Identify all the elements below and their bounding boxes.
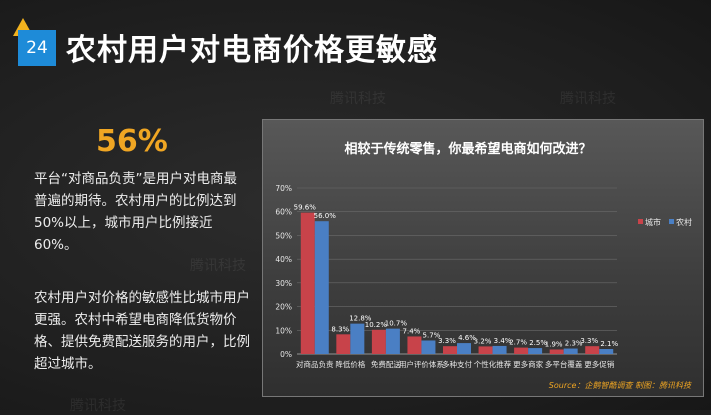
- bar-city: [336, 334, 351, 354]
- x-tick-label: 免费配送: [371, 359, 401, 369]
- bar-rural: [563, 348, 578, 354]
- data-label: 10.7%: [385, 320, 408, 328]
- data-label: 56.0%: [314, 212, 337, 220]
- bar-city: [478, 346, 493, 354]
- legend-label: 城市: [645, 217, 661, 227]
- y-tick-label: 10%: [275, 326, 292, 335]
- data-label: 12.8%: [349, 315, 372, 323]
- y-tick-label: 0%: [280, 350, 292, 359]
- bar-rural: [599, 349, 614, 354]
- bar-rural: [385, 328, 400, 354]
- bar-city: [443, 346, 457, 354]
- legend-label: 农村: [676, 217, 692, 227]
- data-label: 7.4%: [403, 327, 421, 335]
- y-tick-label: 50%: [275, 231, 292, 240]
- x-tick-label: 更多促销: [584, 359, 614, 369]
- x-tick-label: 用户评价体系: [399, 359, 444, 369]
- watermark: 腾讯科技: [70, 398, 126, 414]
- bar-rural: [421, 340, 436, 354]
- data-label: 3.3%: [580, 337, 598, 345]
- bar-chart: 相较于传统零售，你最希望电商如何改进？ 0% 10% 20% 30% 40% 50% 60% 7…: [275, 141, 692, 390]
- data-label: 3.3%: [438, 337, 456, 345]
- x-tick-label: 多平台覆盖: [545, 359, 583, 369]
- data-label: 3.2%: [474, 337, 492, 345]
- data-label: 59.6%: [294, 204, 317, 212]
- y-tick-label: 20%: [275, 303, 292, 312]
- data-label: 8.3%: [331, 325, 349, 333]
- watermark: 腾讯科技: [190, 258, 246, 274]
- watermark: 腾讯科技: [330, 91, 386, 107]
- bar-rural: [314, 221, 329, 354]
- bar-city: [300, 212, 315, 354]
- y-tick-label: 40%: [275, 255, 292, 264]
- y-tick-label: 30%: [275, 279, 292, 288]
- legend-swatch: [638, 219, 643, 224]
- bar-rural: [457, 343, 471, 354]
- y-tick-label: 70%: [275, 184, 292, 193]
- watermark: 腾讯科技: [560, 91, 616, 107]
- legend-swatch: [669, 219, 674, 224]
- bar-rural: [350, 323, 365, 354]
- highlight-percentage: 56%: [96, 124, 168, 159]
- data-label: 3.4%: [494, 337, 512, 345]
- chart-title: 相较于传统零售，你最希望电商如何改进？: [344, 141, 591, 157]
- data-label: 10.2%: [365, 321, 388, 329]
- data-label: 2.1%: [600, 340, 618, 348]
- x-tick-label: 更多商家: [513, 359, 543, 369]
- y-tick-label: 60%: [275, 208, 292, 217]
- chart-panel: 相较于传统零售，你最希望电商如何改进？ 0% 10% 20% 30% 40% 50% 60% 7…: [262, 119, 704, 397]
- data-label: 2.7%: [509, 339, 527, 347]
- slide-title: 农村用户对电商价格更敏感: [66, 33, 438, 68]
- bar-city: [585, 346, 600, 354]
- bar-rural: [528, 348, 543, 354]
- bar-city: [371, 329, 386, 354]
- bar-city: [549, 349, 564, 354]
- paragraph-price-sensitivity: 农村用户对价格的敏感性比城市用户更强。农村中希望电商降低货物价格、提供免费配送服…: [34, 290, 250, 372]
- bar-rural: [492, 345, 507, 354]
- x-tick-label: 对商品负责: [296, 359, 334, 369]
- paragraph-expectation: 平台“对商品负责”是用户对电商最普遍的期待。农村用户的比例达到50%以上，城市用…: [34, 171, 237, 253]
- data-label: 4.6%: [458, 334, 476, 342]
- x-tick-label: 降低价格: [335, 359, 365, 369]
- data-label: 1.9%: [545, 340, 563, 348]
- source-note: Source：企鹅智酷调查 制图：腾讯科技: [549, 381, 692, 390]
- data-label: 2.3%: [565, 340, 583, 348]
- x-tick-label: 个性化推荐: [474, 359, 512, 369]
- bar-city: [514, 347, 529, 354]
- x-tick-label: 多种支付: [442, 359, 472, 369]
- data-label: 2.5%: [529, 339, 547, 347]
- data-label: 5.7%: [423, 331, 441, 339]
- slide-number-badge: 24: [18, 30, 56, 66]
- bar-city: [407, 336, 422, 354]
